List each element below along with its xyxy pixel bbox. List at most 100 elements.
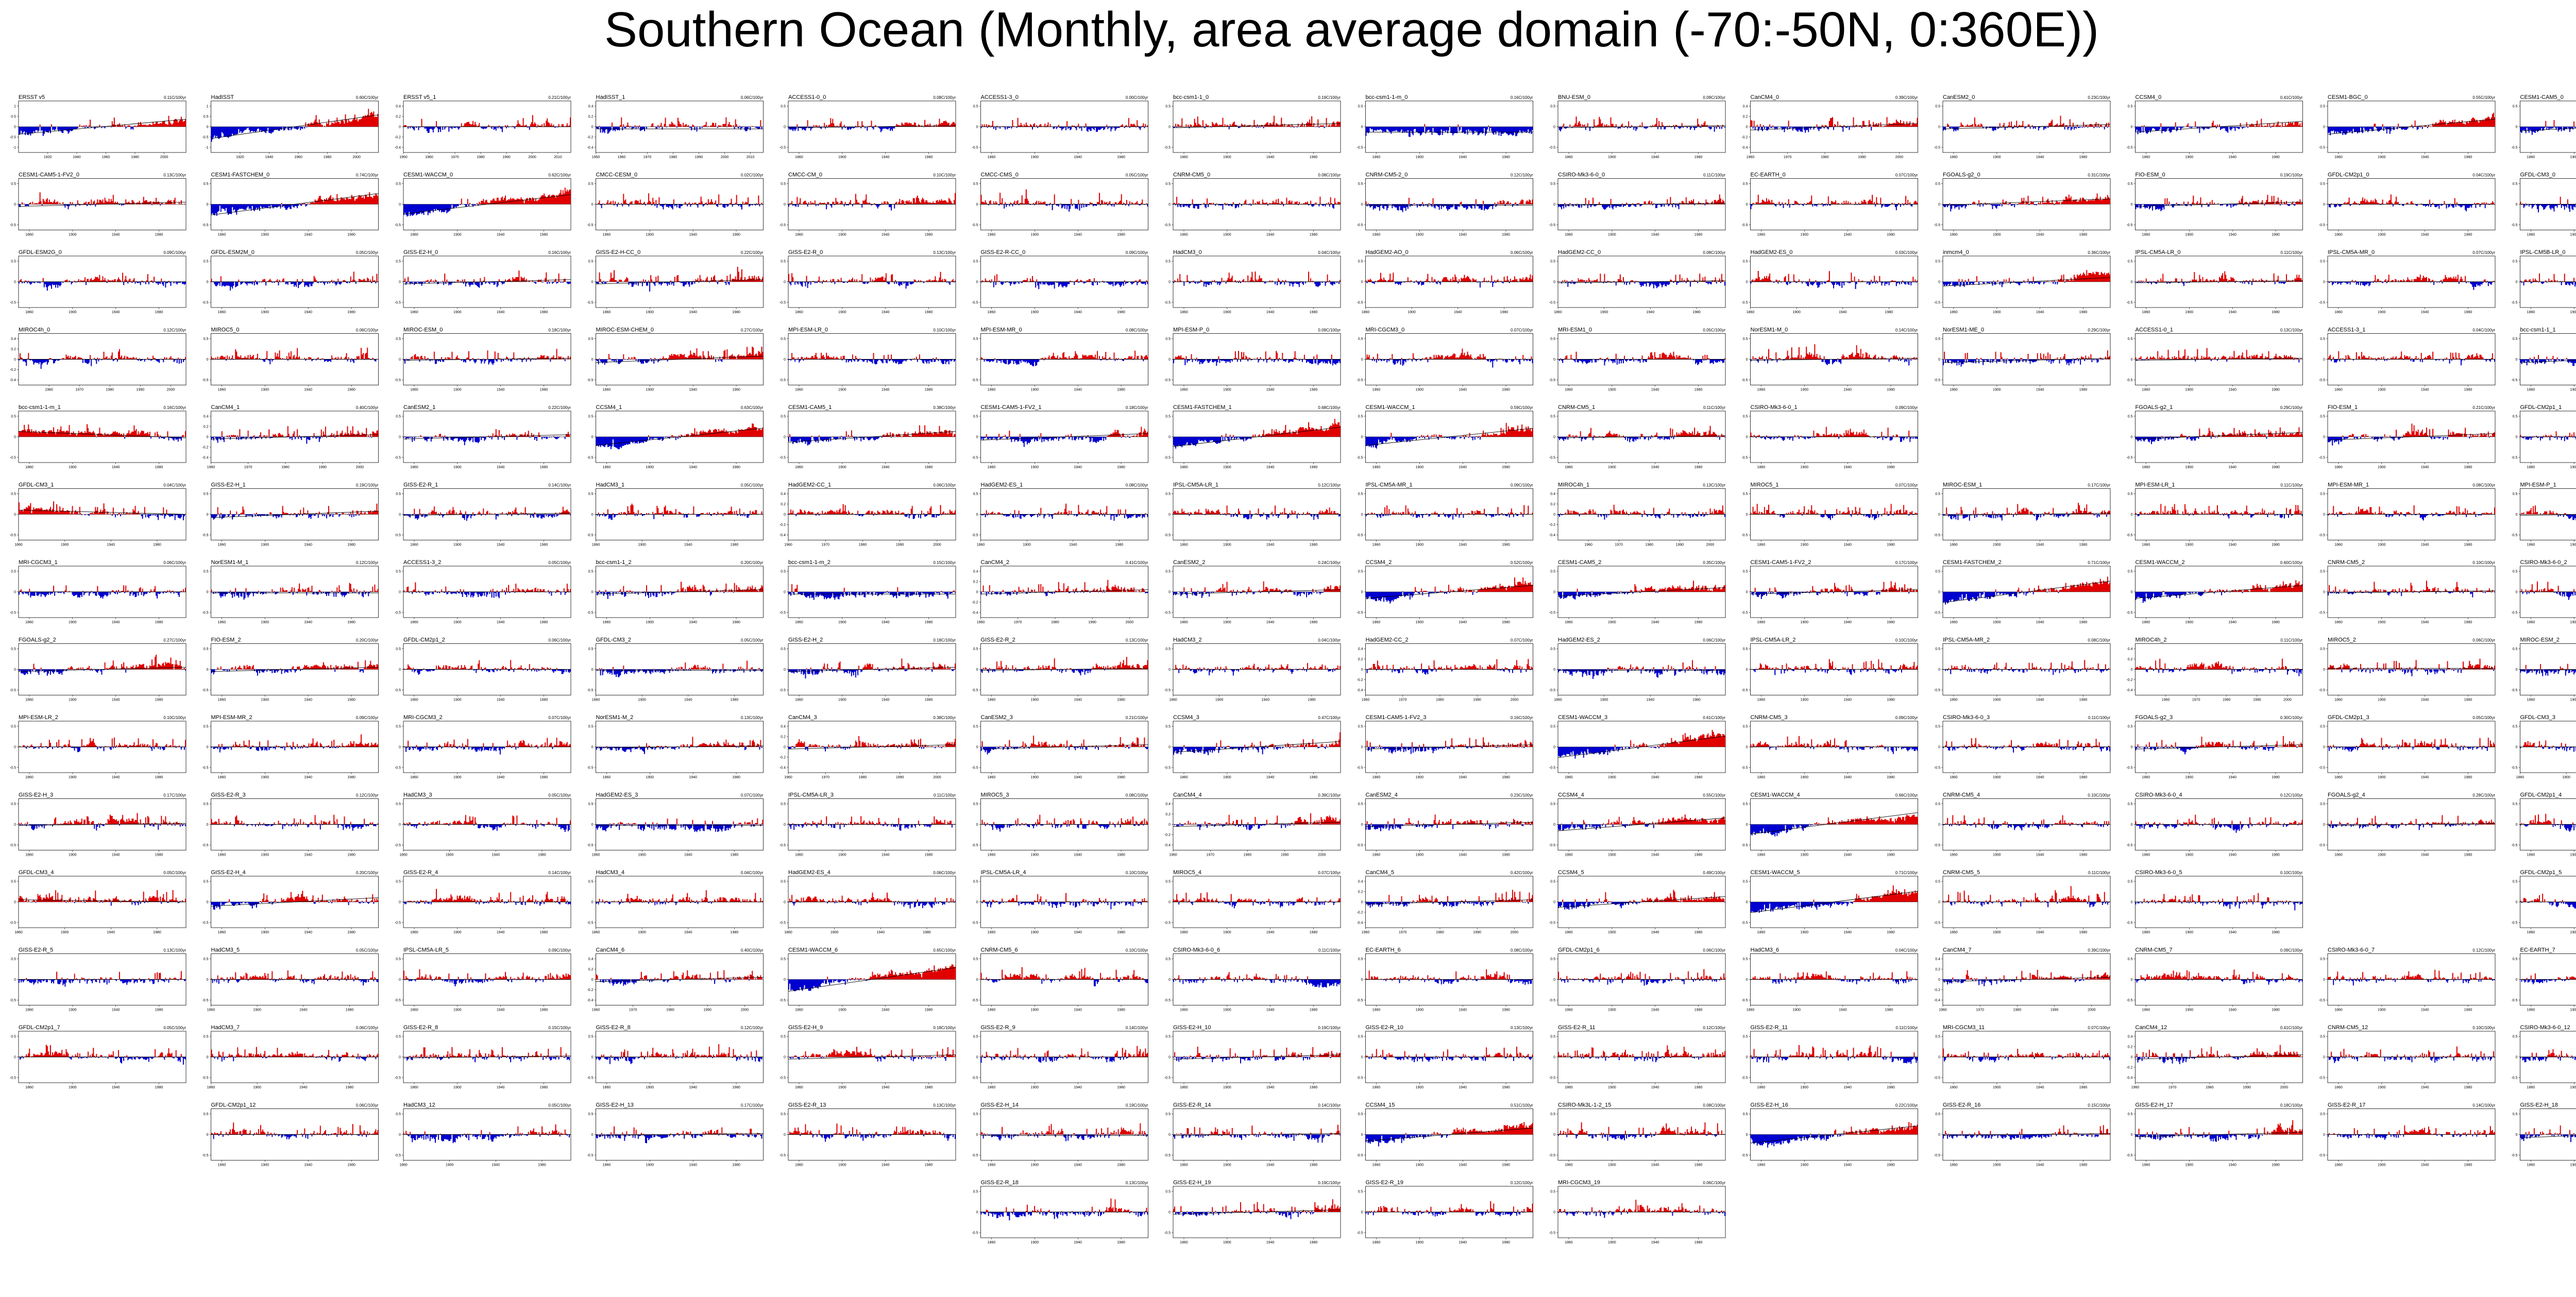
- x-tick-label: 1980: [1502, 233, 1510, 237]
- x-tick-label: 1980: [1692, 698, 1701, 702]
- y-tick-label: 0: [1938, 281, 1940, 284]
- positive-anomaly-area: [20, 349, 186, 360]
- x-tick-label: 1860: [1180, 621, 1188, 624]
- trend-line: [18, 667, 187, 672]
- trend-line: [980, 744, 1148, 749]
- panel-trend: 0.22C/100yr: [1895, 1103, 1918, 1108]
- x-tick-label: 1980: [1117, 156, 1125, 159]
- x-tick-label: 1860: [603, 776, 611, 779]
- x-tick-label: 1860: [988, 776, 996, 779]
- panel-trend: 0.05C/100yr: [1703, 328, 1725, 333]
- x-tick-label: 1860: [988, 156, 996, 159]
- panel-trend: 0.39C/100yr: [1318, 793, 1341, 798]
- x-tick-label: 1860: [218, 543, 226, 547]
- y-tick-label: 0: [1746, 358, 1748, 362]
- x-tick-label: 1900: [646, 388, 654, 392]
- x-tick-label: 1900: [2378, 156, 2386, 159]
- x-tick-label: 1860: [1757, 1086, 1766, 1089]
- y-tick-label: 0.5: [2513, 182, 2518, 186]
- x-tick-label: 1860: [603, 621, 611, 624]
- x-tick-label: 1860: [1565, 1009, 1573, 1012]
- y-tick-label: -0.5: [202, 136, 208, 140]
- panel-title: NorESM1-M_1: [211, 559, 249, 566]
- x-tick-label: 1940: [1074, 931, 1082, 934]
- positive-anomaly-area: [1366, 1201, 1533, 1212]
- negative-anomaly-area: [984, 979, 1148, 986]
- negative-anomaly-area: [211, 747, 339, 753]
- y-tick-label: -0.5: [1357, 534, 1363, 537]
- x-tick-label: 1940: [2036, 388, 2044, 392]
- y-tick-label: 0: [1361, 358, 1363, 362]
- y-tick-label: 0: [2516, 203, 2518, 207]
- negative-anomaly-area: [20, 1057, 186, 1065]
- x-tick-label: 1860: [1950, 931, 1958, 934]
- positive-anomaly-area: [2525, 1125, 2575, 1135]
- y-tick-label: 0.5: [1550, 105, 1555, 109]
- x-tick-label: 1980: [1244, 854, 1252, 857]
- x-tick-label: 1940: [1459, 543, 1467, 547]
- panel-title: CNRM-CM5_6: [981, 947, 1018, 953]
- y-tick-label: 0: [2323, 436, 2325, 439]
- y-tick-label: 0: [1168, 901, 1171, 905]
- y-tick-label: 0: [784, 668, 786, 672]
- positive-anomaly-area: [1750, 426, 1913, 437]
- x-tick-label: 1860: [795, 1164, 803, 1167]
- x-tick-label: 1900: [2570, 233, 2576, 237]
- y-tick-label: -0.5: [2319, 844, 2325, 847]
- x-tick-label: 1940: [1651, 156, 1659, 159]
- negative-anomaly-area: [2521, 437, 2576, 441]
- x-tick-label: 1860: [2334, 698, 2343, 702]
- trend-line: [2520, 128, 2576, 131]
- panel-trend: 0.41C/100yr: [2280, 1026, 2303, 1030]
- x-tick-label: 1940: [2036, 931, 2044, 934]
- x-tick-label: 1940: [2421, 1009, 2429, 1012]
- panel-trend: 0.38C/100yr: [933, 715, 956, 720]
- x-tick-label: 1900: [1801, 1164, 1809, 1167]
- panel-title: GISS-E2-H_4: [211, 869, 246, 876]
- x-tick-label: 1980: [347, 931, 355, 934]
- x-tick-label: 1900: [2570, 466, 2576, 469]
- y-tick-label: -0.5: [1357, 611, 1363, 615]
- y-tick-label: -0.4: [1164, 844, 1171, 847]
- y-tick-label: -0.5: [587, 844, 593, 847]
- panel-title: ACCESS1-3_1: [2328, 327, 2365, 333]
- y-tick-label: 0.5: [1550, 958, 1555, 961]
- x-tick-label: 1860: [1950, 698, 1958, 702]
- x-tick-label: 1980: [2079, 233, 2088, 237]
- panel-title: CanCM4_5: [1366, 869, 1395, 876]
- y-tick-label: 0: [976, 513, 978, 517]
- x-tick-label: 1860: [988, 466, 996, 469]
- y-tick-label: -0.2: [779, 756, 786, 760]
- y-tick-label: 0.5: [11, 415, 16, 419]
- y-tick-label: -0.4: [2126, 689, 2132, 692]
- panel-title: HadCM3_5: [211, 947, 240, 953]
- x-tick-label: 1860: [207, 1086, 215, 1089]
- panel-title: inmcm4_0: [1943, 249, 1969, 255]
- negative-anomaly-area: [1558, 592, 1658, 600]
- panel-title: CESM1-CAM5-1-FV2_0: [19, 172, 79, 178]
- x-tick-label: 1860: [1757, 698, 1766, 702]
- y-tick-label: 0: [207, 1133, 209, 1137]
- negative-anomaly-area: [1943, 669, 2108, 675]
- panel-title: GFDL-CM2p1_0: [2328, 172, 2369, 178]
- positive-anomaly-area: [461, 187, 571, 204]
- y-tick-label: 0.5: [781, 647, 786, 651]
- y-tick-label: 0.2: [1358, 658, 1363, 661]
- trend-line: [1557, 896, 1726, 908]
- negative-anomaly-area: [1365, 592, 1478, 604]
- y-tick-label: -0.5: [2126, 301, 2132, 305]
- y-tick-label: 0: [591, 746, 594, 749]
- y-tick-label: 0.5: [204, 725, 209, 729]
- positive-anomaly-area: [2328, 1046, 2494, 1057]
- panel-trend: 0.18C/100yr: [2280, 1103, 2303, 1108]
- y-tick-label: 0: [1361, 1133, 1363, 1137]
